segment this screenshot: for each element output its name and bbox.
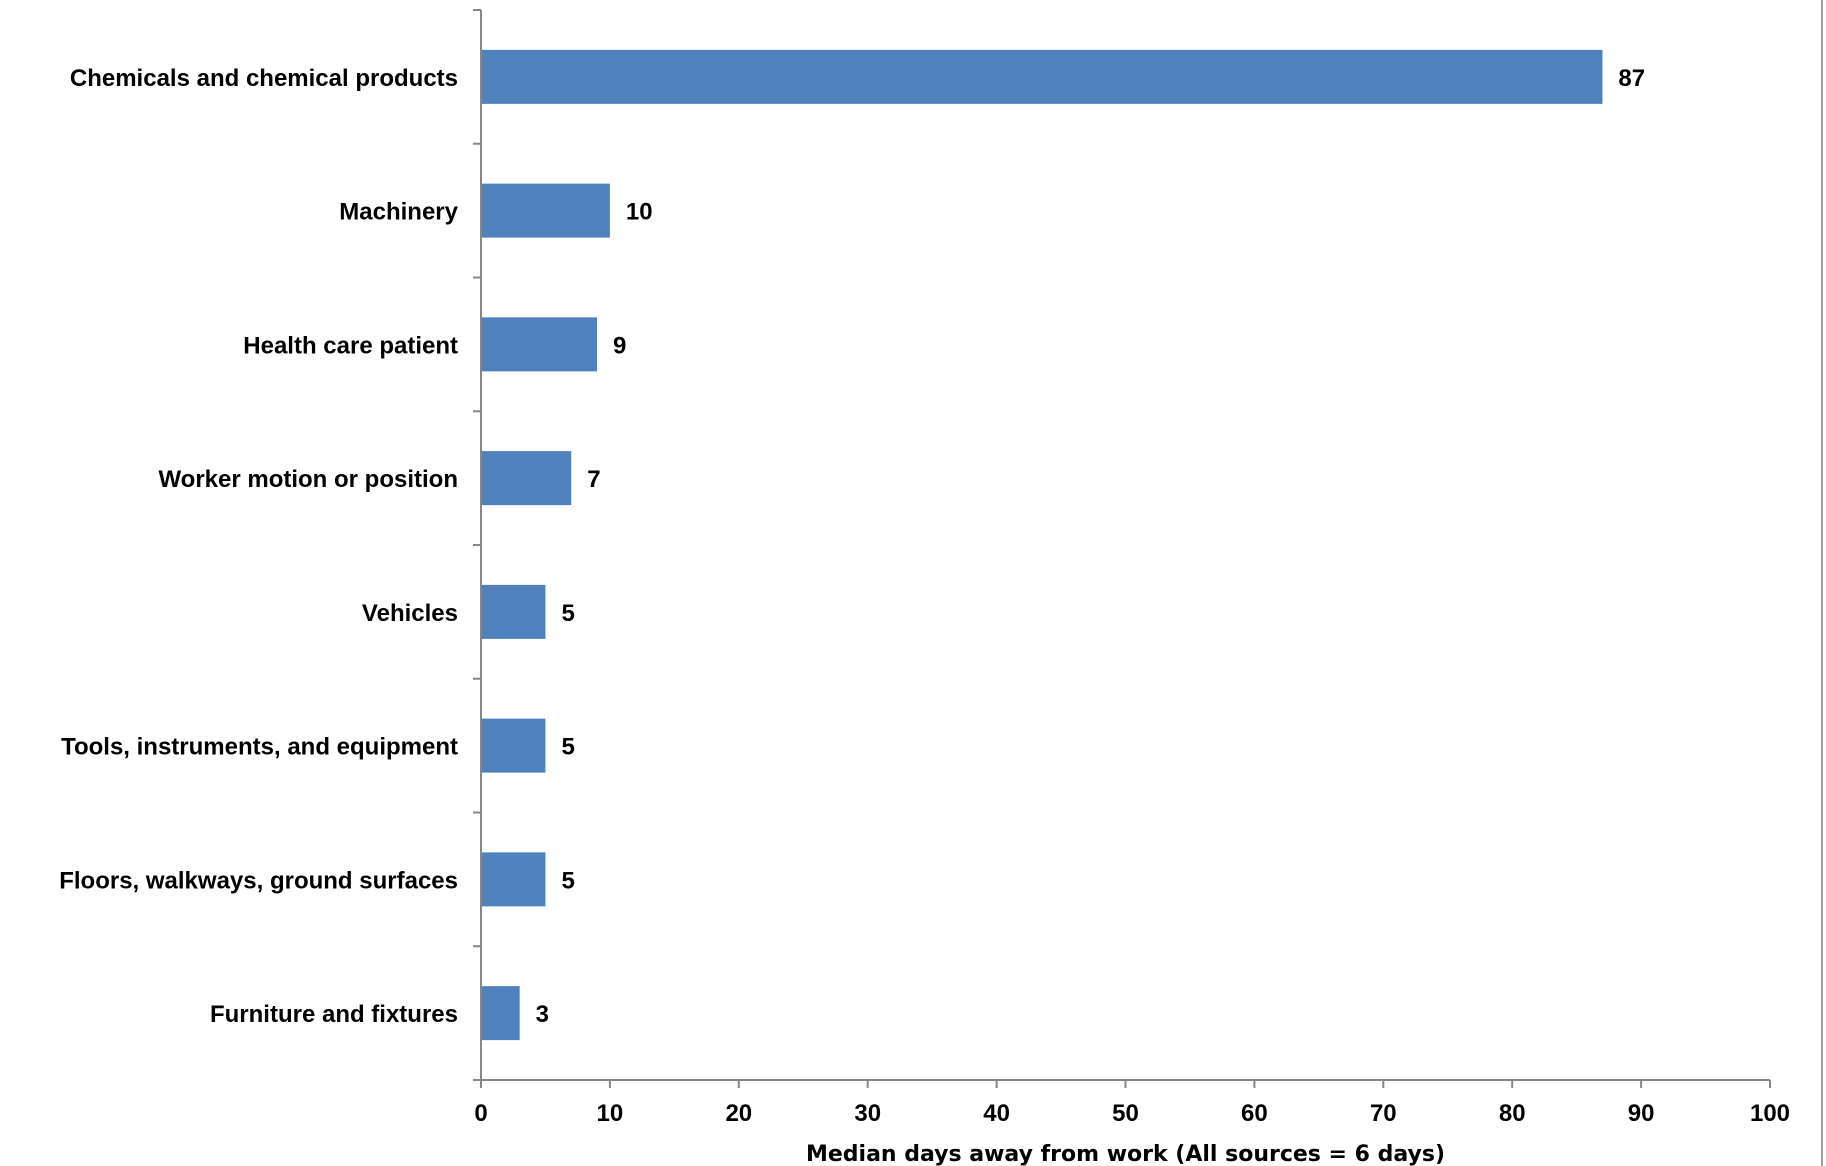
category-label: Chemicals and chemical products <box>70 65 458 92</box>
data-label: 3 <box>536 1001 549 1028</box>
x-tick-label: 40 <box>983 1100 1010 1127</box>
bar <box>482 183 610 238</box>
data-label: 5 <box>561 600 574 627</box>
data-label: 9 <box>613 332 626 359</box>
x-tick-label: 20 <box>725 1100 752 1127</box>
bar <box>482 451 572 506</box>
data-label: 5 <box>561 867 574 894</box>
category-labels-group: Chemicals and chemical products Machinery… <box>59 65 458 1028</box>
x-tick-label: 70 <box>1370 1100 1397 1127</box>
x-tick-label: 90 <box>1628 1100 1655 1127</box>
x-axis-title: Median days away from work (All sources … <box>806 1142 1445 1166</box>
x-tick-label: 80 <box>1499 1100 1526 1127</box>
data-label: 7 <box>587 466 600 493</box>
data-label: 87 <box>1618 65 1645 92</box>
x-tick-label: 60 <box>1241 1100 1268 1127</box>
bar <box>482 49 1603 104</box>
category-label: Machinery <box>339 199 458 226</box>
x-tick-label: 50 <box>1112 1100 1139 1127</box>
category-label: Floors, walkways, ground surfaces <box>59 867 458 894</box>
value-labels-group: 87 10 9 7 5 5 5 3 <box>536 65 1645 1028</box>
bar <box>482 584 546 639</box>
x-tick-label: 10 <box>597 1100 624 1127</box>
x-tick-label: 0 <box>474 1100 487 1127</box>
category-label: Furniture and fixtures <box>210 1001 458 1028</box>
bars-group <box>482 49 1603 1041</box>
x-tick-labels-group: 0 10 20 30 40 50 60 70 80 90 100 <box>474 1100 1790 1127</box>
category-label: Worker motion or position <box>158 466 458 493</box>
bar <box>482 718 546 773</box>
bar <box>482 986 520 1041</box>
axes-group <box>473 9 1771 1088</box>
data-label: 10 <box>626 199 653 226</box>
data-label: 5 <box>561 734 574 761</box>
category-label: Health care patient <box>243 332 458 359</box>
x-tick-label: 30 <box>854 1100 881 1127</box>
x-tick-label: 100 <box>1750 1100 1790 1127</box>
category-label: Tools, instruments, and equipment <box>61 734 458 761</box>
bar <box>482 852 546 907</box>
category-label: Vehicles <box>362 600 458 627</box>
bar <box>482 317 598 372</box>
